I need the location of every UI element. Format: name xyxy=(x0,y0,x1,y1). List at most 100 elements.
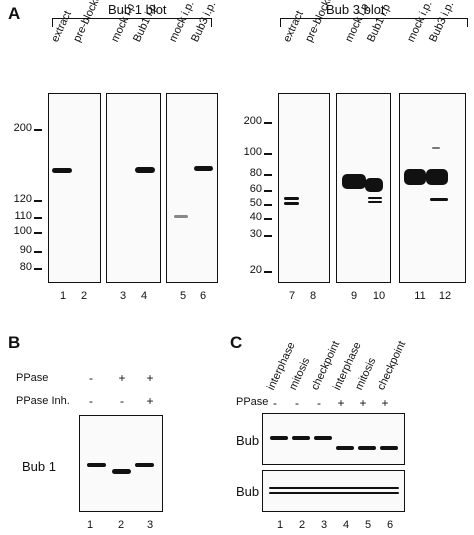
band xyxy=(358,446,376,450)
mw-tick xyxy=(264,190,272,192)
band xyxy=(365,178,383,192)
bub3-blot-title: Bub 3 blot xyxy=(326,2,385,17)
mw-marker: 40 xyxy=(249,211,262,223)
ppase-symbol: - xyxy=(295,396,299,410)
lane-number: 7 xyxy=(288,290,296,302)
mw-tick xyxy=(34,217,42,219)
lane-number: 9 xyxy=(350,290,358,302)
band xyxy=(135,463,154,467)
blot-label-bub1: Bub 1 xyxy=(22,459,56,474)
blot-box-bub3 xyxy=(262,470,405,512)
ppase-symbol: + xyxy=(359,396,367,410)
lane-number: 1 xyxy=(276,519,284,531)
band xyxy=(314,436,332,440)
band xyxy=(432,147,440,149)
band xyxy=(194,166,213,171)
lane-number: 2 xyxy=(117,519,125,531)
mw-tick xyxy=(264,204,272,206)
band xyxy=(284,202,299,205)
mw-tick xyxy=(34,251,42,253)
mw-marker: 120 xyxy=(13,193,32,205)
lane-number: 6 xyxy=(199,290,207,302)
blot-box-bub1 xyxy=(262,413,405,465)
mw-tick xyxy=(264,218,272,220)
mw-tick xyxy=(34,232,42,234)
mw-tick xyxy=(264,235,272,237)
band xyxy=(336,446,354,450)
ppase-symbol: + xyxy=(118,371,126,385)
mw-marker: 200 xyxy=(243,115,262,127)
mw-marker: 90 xyxy=(19,244,32,256)
panel-b-letter: B xyxy=(8,333,21,352)
mw-tick xyxy=(34,129,42,131)
ppase-symbol: - xyxy=(317,396,321,410)
mw-marker: 110 xyxy=(14,210,32,222)
ppase-symbol: + xyxy=(337,396,345,410)
lane-number: 2 xyxy=(298,519,306,531)
lane-number: 5 xyxy=(179,290,187,302)
lane-number: 1 xyxy=(86,519,94,531)
band xyxy=(284,197,299,200)
mw-marker: 100 xyxy=(243,146,262,158)
mw-tick xyxy=(264,153,272,155)
band xyxy=(135,167,155,173)
lane-number: 10 xyxy=(372,290,386,302)
mw-marker: 30 xyxy=(249,228,262,240)
lane-number: 3 xyxy=(146,519,154,531)
mw-tick xyxy=(34,268,42,270)
band xyxy=(426,169,448,185)
ppase-inh-symbol: - xyxy=(120,394,124,408)
blot-box-lanes-9-10 xyxy=(336,93,391,283)
band xyxy=(270,436,288,440)
band xyxy=(269,487,399,489)
ppase-symbol: + xyxy=(381,396,389,410)
panel-a-letter: A xyxy=(8,4,21,23)
ppase-inh-symbol: - xyxy=(89,394,93,408)
lane-number: 3 xyxy=(119,290,127,302)
panel-c-letter: C xyxy=(230,333,243,352)
lane-number: 6 xyxy=(386,519,394,531)
band xyxy=(380,446,398,450)
blot-box-lanes-1-2 xyxy=(48,93,101,283)
ppase-label: PPase xyxy=(16,372,49,384)
lane-number: 8 xyxy=(309,290,317,302)
lane-number: 11 xyxy=(414,290,426,302)
blot-label-bub3: Bub 3 xyxy=(236,484,270,499)
condition-header: checkpoint xyxy=(375,339,409,392)
mw-marker: 200 xyxy=(13,122,32,134)
blot-label-bub1: Bub 1 xyxy=(236,433,270,448)
bub1-blot-title: Bub 1 blot xyxy=(108,2,167,17)
lane-number: 3 xyxy=(320,519,328,531)
bub1-bracket xyxy=(52,18,212,27)
lane-number: 12 xyxy=(438,290,452,302)
ppase-inh-label: PPase Inh. xyxy=(16,395,70,407)
bub3-bracket xyxy=(280,18,468,27)
band xyxy=(112,469,131,474)
mw-marker: 20 xyxy=(249,264,262,276)
mw-marker: 100 xyxy=(13,225,32,237)
ppase-symbol: - xyxy=(89,371,93,385)
lane-number: 2 xyxy=(80,290,88,302)
mw-tick xyxy=(264,122,272,124)
blot-box-panel-b xyxy=(79,415,163,512)
band xyxy=(292,436,310,440)
band xyxy=(174,215,188,218)
lane-number: 4 xyxy=(140,290,148,302)
blot-box-lanes-11-12 xyxy=(399,93,466,283)
blot-box-lanes-7-8 xyxy=(278,93,330,283)
band xyxy=(368,197,382,199)
mw-tick xyxy=(34,200,42,202)
band xyxy=(368,201,382,203)
band xyxy=(404,169,426,185)
band xyxy=(87,463,106,467)
blot-box-lanes-5-6 xyxy=(166,93,218,283)
ppase-label: PPase xyxy=(236,396,269,408)
ppase-inh-symbol: + xyxy=(146,394,154,408)
blot-box-lanes-3-4 xyxy=(106,93,161,283)
ppase-symbol: + xyxy=(146,371,154,385)
mw-marker: 80 xyxy=(249,167,262,179)
ppase-symbol: - xyxy=(273,396,277,410)
mw-tick xyxy=(264,271,272,273)
lane-number: 1 xyxy=(59,290,67,302)
band xyxy=(342,174,366,189)
